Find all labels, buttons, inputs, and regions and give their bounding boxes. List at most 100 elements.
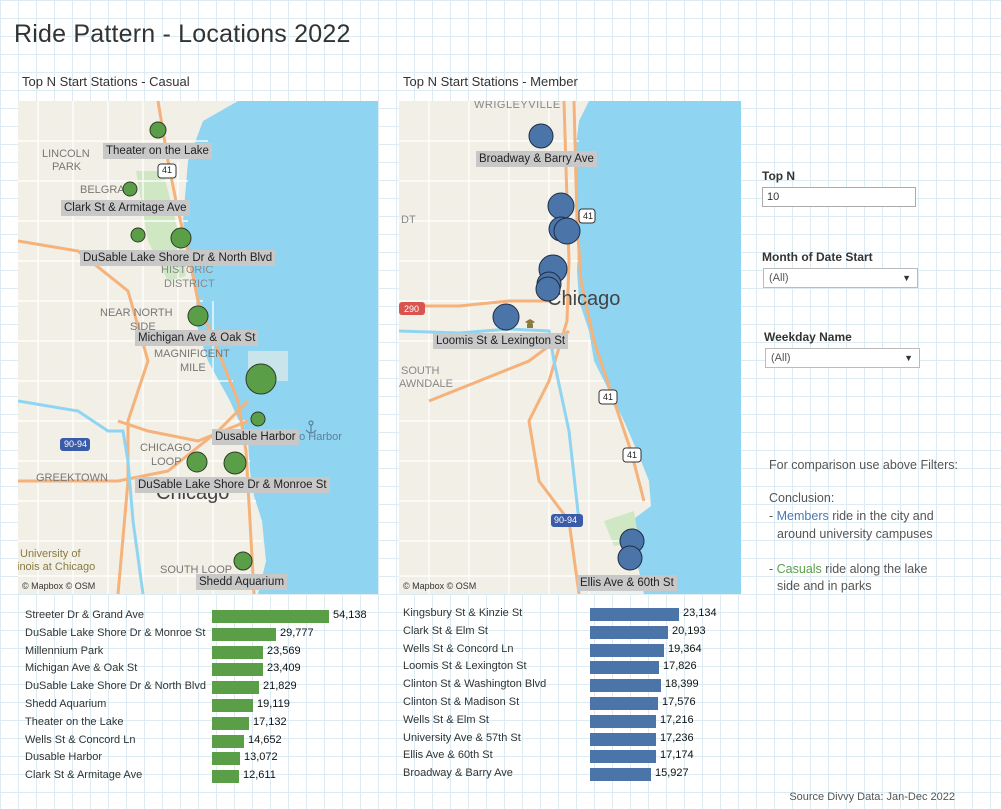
bar-station-label[interactable]: Wells St & Concord Ln — [403, 642, 514, 655]
month-filter-select[interactable]: (All) ▼ — [763, 268, 918, 288]
map-area-label: AWNDALE — [399, 378, 453, 390]
bar-station-label[interactable]: Michigan Ave & Oak St — [25, 662, 138, 675]
bar-value-label: 29,777 — [280, 626, 314, 639]
month-filter-value: (All) — [769, 272, 789, 284]
map-area-label: DISTRICT — [164, 278, 215, 290]
bar-value-label: 19,364 — [668, 642, 702, 655]
bar[interactable] — [212, 627, 276, 641]
top-n-label: Top N — [762, 169, 796, 183]
bar-value-label: 12,611 — [243, 769, 276, 782]
bar[interactable] — [590, 697, 658, 710]
map-area-label: WRIGLEYVILLE — [474, 101, 561, 111]
map-city-label: Chicago — [547, 288, 621, 310]
bar[interactable] — [212, 770, 239, 784]
bar[interactable] — [590, 661, 659, 675]
bar-value-label: 18,399 — [665, 678, 699, 691]
bar-station-label[interactable]: Clark St & Armitage Ave — [25, 769, 143, 782]
casual-map[interactable]: LINCOLN PARK BELGRA HISTORIC DISTRICT NE… — [18, 101, 378, 594]
map-station-label[interactable]: Broadway & Barry Ave — [476, 151, 597, 167]
bar-value-label: 23,569 — [267, 644, 301, 657]
bar-value-label: 13,072 — [244, 751, 278, 764]
bar-station-label[interactable]: Shedd Aquarium — [25, 698, 107, 710]
bar-station-label[interactable]: Millennium Park — [25, 644, 104, 657]
map-area-label: SOUTH LOOP — [160, 564, 233, 576]
map-station-label[interactable]: Shedd Aquarium — [196, 574, 288, 590]
station-marker — [535, 276, 561, 302]
member-map[interactable]: WRIGLEYVILLE DT Chicago SOUTH AWNDALE 29… — [399, 101, 741, 594]
bar-station-label[interactable]: Clinton St & Madison St — [403, 696, 520, 708]
bar[interactable] — [212, 681, 259, 695]
highway-41-icon: 41 — [627, 450, 638, 460]
map-station-label[interactable]: DuSable Lake Shore Dr & Monroe St — [135, 477, 330, 493]
map-station-label[interactable]: DuSable Lake Shore Dr & North Blvd — [80, 250, 276, 266]
weekday-filter-select[interactable]: (All) ▼ — [765, 348, 920, 368]
bar-station-label[interactable]: Clark St & Elm St — [403, 624, 488, 637]
bar-station-label[interactable]: Wells St & Elm St — [403, 713, 489, 726]
bar[interactable] — [212, 663, 263, 677]
bar[interactable] — [590, 732, 656, 746]
casuals-highlight: Casuals — [776, 562, 822, 576]
bar-station-label[interactable]: Broadway & Barry Ave — [403, 767, 513, 780]
bar[interactable] — [590, 768, 651, 782]
bar-station-label[interactable]: University Ave & 57th St — [403, 731, 521, 744]
bar[interactable] — [590, 714, 656, 728]
map-credit[interactable]: © Mapbox © OSM — [403, 581, 477, 591]
station-marker — [250, 411, 266, 427]
bar[interactable] — [590, 643, 664, 657]
station-marker — [187, 305, 209, 327]
bar-station-label[interactable]: Streeter Dr & Grand Ave — [25, 609, 145, 621]
weekday-filter-value: (All) — [771, 352, 791, 364]
highway-290-icon: 290 — [404, 304, 420, 314]
bar-station-label[interactable]: Wells St & Concord Ln — [25, 733, 136, 746]
map-area-label: MAGNIFICENT — [154, 348, 230, 360]
bar[interactable] — [212, 734, 244, 748]
conclusion-heading: Conclusion: — [769, 491, 835, 505]
top-n-input[interactable] — [762, 187, 916, 207]
casual-panel-title: Top N Start Stations - Casual — [22, 74, 190, 89]
bar-value-label: 23,134 — [683, 607, 717, 619]
bar-station-label[interactable]: DuSable Lake Shore Dr & North Blvd — [25, 680, 206, 693]
bar[interactable] — [590, 625, 668, 639]
map-credit[interactable]: © Mapbox © OSM — [22, 581, 96, 591]
map-area-label: LOOP — [151, 456, 182, 468]
map-area-label: CHICAGO — [140, 442, 192, 454]
station-marker — [528, 123, 554, 149]
map-station-label[interactable]: Clark St & Armitage Ave — [61, 200, 190, 216]
bar-station-label[interactable]: Dusable Harbor — [25, 751, 103, 764]
bar[interactable] — [212, 699, 253, 712]
bar-value-label: 54,138 — [333, 609, 367, 621]
map-station-label[interactable]: Michigan Ave & Oak St — [135, 330, 259, 346]
map-station-label[interactable]: Theater on the Lake — [103, 143, 212, 159]
map-station-label[interactable]: Ellis Ave & 60th St — [577, 575, 677, 591]
casuals-note-line2: side and in parks — [777, 579, 872, 593]
bar[interactable] — [590, 608, 679, 621]
bar[interactable] — [212, 752, 240, 766]
bar[interactable] — [212, 610, 329, 623]
bar[interactable] — [212, 645, 263, 659]
bar[interactable] — [590, 679, 661, 693]
bar-value-label: 14,652 — [248, 733, 282, 746]
station-marker — [170, 227, 192, 249]
bar-station-label[interactable]: DuSable Lake Shore Dr & Monroe St — [25, 626, 206, 639]
map-area-label: HISTORIC — [161, 264, 214, 276]
bar-value-label: 17,174 — [660, 749, 694, 762]
members-note-line2: around university campuses — [777, 527, 933, 541]
casual-station-markers — [122, 121, 277, 571]
station-marker — [553, 217, 581, 245]
bar-station-label[interactable]: Ellis Ave & 60th St — [403, 749, 493, 762]
bar-value-label: 23,409 — [267, 662, 301, 675]
bar-station-label[interactable]: Loomis St & Lexington St — [403, 660, 527, 673]
member-station-markers — [492, 123, 645, 571]
map-area-label: inois at Chicago — [18, 561, 96, 573]
highway-41-icon: 41 — [603, 392, 614, 402]
station-marker — [130, 227, 146, 243]
bar[interactable] — [212, 716, 249, 730]
map-area-label: University of — [20, 548, 81, 560]
map-station-label[interactable]: Loomis St & Lexington St — [433, 333, 569, 349]
map-station-label[interactable]: Dusable Harbor — [212, 429, 299, 445]
bar[interactable] — [590, 750, 656, 764]
bar-station-label[interactable]: Kingsbury St & Kinzie St — [403, 607, 523, 619]
bar-station-label[interactable]: Clinton St & Washington Blvd — [403, 678, 547, 691]
weekday-filter-label: Weekday Name — [764, 330, 852, 344]
bar-station-label[interactable]: Theater on the Lake — [25, 715, 124, 728]
